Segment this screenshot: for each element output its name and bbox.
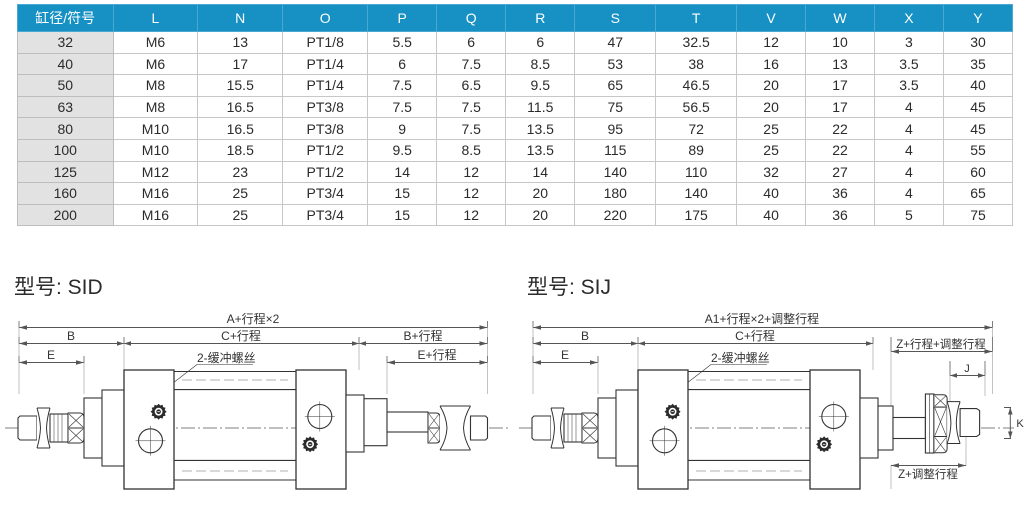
svg-text:E+行程: E+行程	[417, 347, 456, 362]
svg-text:2-缓冲螺丝: 2-缓冲螺丝	[197, 350, 256, 365]
svg-text:C+行程: C+行程	[221, 328, 261, 343]
svg-text:Z+行程+调整行程: Z+行程+调整行程	[896, 337, 986, 351]
svg-text:K: K	[1016, 418, 1024, 430]
svg-text:E: E	[561, 348, 569, 362]
svg-text:J: J	[964, 363, 970, 375]
svg-text:C+行程: C+行程	[735, 328, 775, 343]
svg-text:A1+行程×2+调整行程: A1+行程×2+调整行程	[705, 311, 819, 326]
svg-text:B: B	[581, 329, 589, 343]
svg-text:2-缓冲螺丝: 2-缓冲螺丝	[711, 350, 770, 365]
svg-text:Z+调整行程: Z+调整行程	[898, 467, 958, 481]
svg-text:B+行程: B+行程	[403, 328, 442, 343]
svg-text:B: B	[67, 329, 75, 343]
svg-text:A+行程×2: A+行程×2	[227, 311, 280, 326]
svg-text:E: E	[47, 348, 55, 362]
